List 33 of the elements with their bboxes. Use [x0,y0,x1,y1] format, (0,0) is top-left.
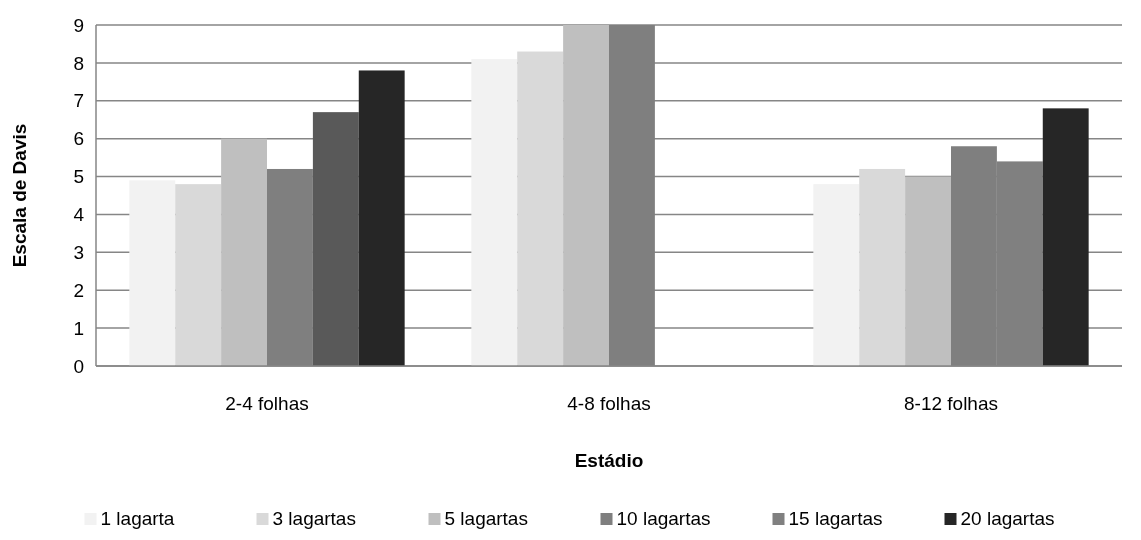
bar [221,138,267,366]
y-tick-label: 4 [73,204,85,226]
legend-label: 5 lagartas [444,508,528,529]
bar [1042,108,1089,366]
legend-label: 20 lagartas [960,508,1055,529]
bar [563,25,609,366]
bar [859,168,906,366]
bar [312,112,359,366]
y-tick-label: 3 [73,241,84,263]
y-tick-label: 2 [73,279,84,301]
x-tick-label: 4-8 folhas [567,393,651,414]
y-tick-label: 8 [73,52,84,74]
y-tick-label: 1 [73,317,84,339]
bar [471,59,518,366]
bar [129,180,176,366]
x-tick-label: 8-12 folhas [903,393,999,414]
bar [517,51,564,366]
x-tick-label: 2-4 folhas [225,393,309,414]
bar [358,70,405,366]
bar [813,184,860,366]
bar [175,184,222,366]
y-tick-label: 6 [73,128,84,150]
legend-label: 1 lagarta [100,508,175,529]
y-tick-label: 7 [73,90,84,112]
y-tick-label: 9 [73,14,84,36]
y-tick-label: 5 [73,166,84,188]
legend-label: 15 lagartas [788,508,883,529]
y-axis-title: Escala de Davis [9,123,30,268]
bar [905,176,951,366]
x-axis-title: Estádio [574,450,644,471]
y-tick-label: 0 [73,355,84,377]
legend-label: 3 lagartas [272,508,356,529]
legend-label: 10 lagartas [616,508,711,529]
